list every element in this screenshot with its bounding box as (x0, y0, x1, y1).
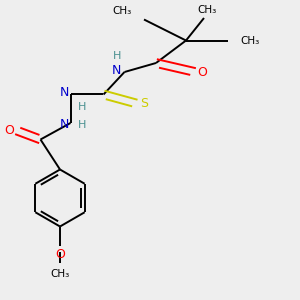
Text: H: H (78, 102, 86, 112)
Text: CH₃: CH₃ (113, 7, 132, 16)
Text: CH₃: CH₃ (197, 5, 217, 15)
Text: O: O (55, 248, 65, 260)
Text: CH₃: CH₃ (50, 269, 70, 279)
Text: N: N (60, 86, 69, 100)
Text: O: O (4, 124, 14, 137)
Text: O: O (198, 65, 207, 79)
Text: H: H (112, 51, 121, 61)
Text: S: S (140, 97, 148, 110)
Text: N: N (112, 64, 121, 77)
Text: CH₃: CH₃ (240, 35, 259, 46)
Text: H: H (78, 119, 86, 130)
Text: N: N (60, 118, 69, 131)
